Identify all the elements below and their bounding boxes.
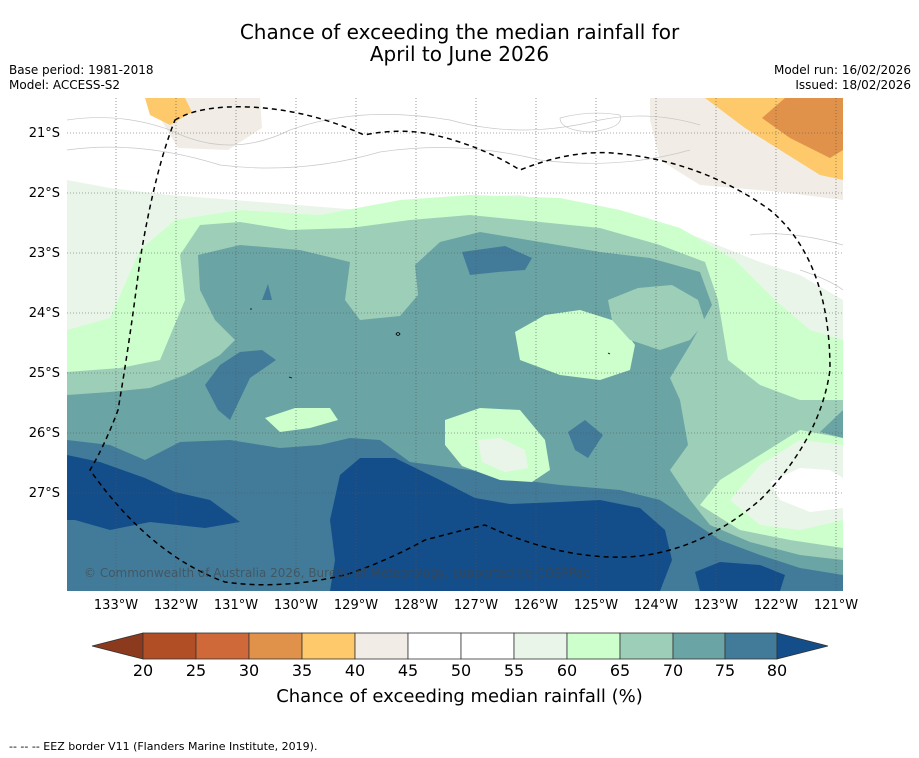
colorbar-tick-40: 40 <box>344 661 366 680</box>
lon-label-126: 126°W <box>513 598 559 613</box>
colorbar-tick-30: 30 <box>238 661 260 680</box>
contour-55-60-patch <box>478 438 843 520</box>
colorbar-tick-50: 50 <box>450 661 472 680</box>
colorbar-bin-60-65 <box>566 632 621 660</box>
colorbar <box>91 632 829 660</box>
lon-label-130: 130°W <box>273 598 319 613</box>
lat-label-21: 21°S <box>28 126 60 141</box>
lon-label-128: 128°W <box>393 598 439 613</box>
isoline-3 <box>559 112 621 133</box>
lon-label-124: 124°W <box>633 598 679 613</box>
colorbar-bin-35-40 <box>301 632 356 660</box>
lat-label-25: 25°S <box>28 366 60 381</box>
meta-left: Base period: 1981-2018 Model: ACCESS-S2 <box>9 63 154 93</box>
colorbar-high-arrow <box>776 632 829 660</box>
lon-label-131: 131°W <box>213 598 259 613</box>
colorbar-tick-20: 20 <box>132 661 154 680</box>
meta-right: Model run: 16/02/2026 Issued: 18/02/2026 <box>774 63 911 93</box>
colorbar-tick-35: 35 <box>291 661 313 680</box>
lon-label-125: 125°W <box>573 598 619 613</box>
islands <box>250 308 611 379</box>
colorbar-bin-30-35 <box>248 632 303 660</box>
eez-border <box>89 106 831 586</box>
lon-label-121: 121°W <box>813 598 859 613</box>
copyright-note: © Commonwealth of Australia 2026, Bureau… <box>84 566 589 580</box>
lon-label-122: 122°W <box>753 598 799 613</box>
island-4 <box>607 352 611 355</box>
contour-isolines <box>67 112 843 291</box>
model-name: Model: ACCESS-S2 <box>9 78 121 92</box>
contour-fields <box>67 98 843 591</box>
lon-label-133: 133°W <box>93 598 139 613</box>
lat-label-27: 27°S <box>28 486 60 501</box>
colorbar-tick-75: 75 <box>714 661 736 680</box>
colorbar-bin-20-25 <box>142 632 197 660</box>
lon-label-127: 127°W <box>453 598 499 613</box>
colorbar-bin-50-55 <box>460 632 515 660</box>
colorbar-tick-65: 65 <box>609 661 631 680</box>
base-period: Base period: 1981-2018 <box>9 63 154 77</box>
lat-label-24: 24°S <box>28 306 60 321</box>
contour-65-70-patch <box>608 285 705 350</box>
isoline-1 <box>67 114 701 146</box>
contour-60-65-patch <box>265 310 635 482</box>
colorbar-bin-25-30 <box>195 632 250 660</box>
isoline-5 <box>799 269 843 291</box>
map-title-line2: April to June 2026 <box>369 42 550 66</box>
colorbar-tick-80: 80 <box>766 661 788 680</box>
colorbar-bin-55-60 <box>513 632 568 660</box>
lon-label-132: 132°W <box>153 598 199 613</box>
colorbar-bin-70-75 <box>672 632 726 660</box>
colorbar-bin-45-50 <box>407 632 462 660</box>
contour-50-55-patch <box>770 468 843 512</box>
island-1 <box>395 332 401 336</box>
lat-label-22: 22°S <box>28 186 60 201</box>
colorbar-label: Chance of exceeding median rainfall (%) <box>276 686 643 707</box>
lat-label-26: 26°S <box>28 426 60 441</box>
island-2 <box>288 376 293 379</box>
colorbar-tick-45: 45 <box>397 661 419 680</box>
colorbar-low-arrow <box>91 632 144 660</box>
lon-label-123: 123°W <box>693 598 739 613</box>
isoline-2 <box>67 146 691 169</box>
colorbar-tick-55: 55 <box>503 661 525 680</box>
colorbar-tick-25: 25 <box>185 661 207 680</box>
colorbar-bin-40-45 <box>354 632 409 660</box>
lat-label-23: 23°S <box>28 246 60 261</box>
contour-35-40 <box>145 98 843 180</box>
gridlines <box>67 98 843 591</box>
model-run: Model run: 16/02/2026 <box>773 63 911 77</box>
contour-30-35 <box>762 98 843 158</box>
colorbar-bin-65-70 <box>619 632 674 660</box>
colorbar-bin-75-80 <box>724 632 778 660</box>
eez-legend-note: -- -- -- EEZ border V11 (Flanders Marine… <box>9 740 318 753</box>
contour-75-80 <box>67 246 843 591</box>
colorbar-tick-70: 70 <box>662 661 684 680</box>
map-title-line1: Chance of exceeding the median rainfall … <box>239 20 680 44</box>
issued-date: Issued: 18/02/2026 <box>795 78 911 92</box>
lon-label-129: 129°W <box>333 598 379 613</box>
colorbar-tick-60: 60 <box>556 661 578 680</box>
